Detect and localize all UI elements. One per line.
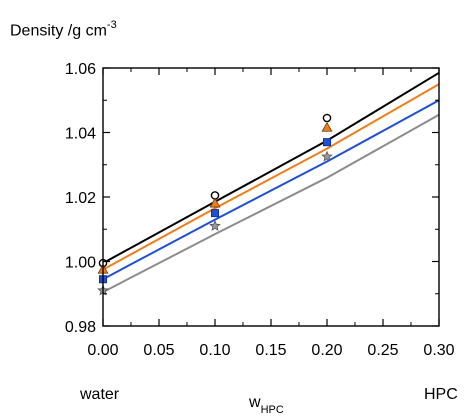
star-marker-2: [209, 219, 221, 231]
x-end-label-hpc: HPC: [424, 386, 458, 403]
plot-border: [102, 67, 440, 327]
y-axis-label-exponent: -3: [106, 19, 117, 31]
y-tick-label: 1.06: [65, 61, 96, 78]
square-marker-2: [210, 209, 219, 218]
series-lines: [102, 71, 440, 293]
series-line-3: [102, 99, 440, 281]
y-tick-label: 1.02: [65, 190, 96, 207]
circle-marker-3: [322, 113, 332, 123]
series-line-2: [102, 83, 440, 271]
x-tick-label: 0.15: [255, 342, 286, 359]
series-markers: [97, 113, 333, 296]
star-marker-3: [321, 150, 333, 162]
series-line-4: [102, 113, 440, 293]
y-tick-label: 1.04: [65, 126, 96, 143]
square-marker-3: [322, 138, 331, 147]
axis-ticks: [102, 67, 440, 327]
plot-frame: [102, 67, 440, 327]
triangle-marker-2: [209, 197, 221, 208]
y-tick-label: 1.00: [65, 255, 96, 272]
x-tick-label: 0.00: [87, 342, 118, 359]
x-tick-label: 0.05: [143, 342, 174, 359]
triangle-marker-3: [321, 121, 333, 132]
x-tick-label: 0.30: [423, 342, 454, 359]
x-tick-label: 0.25: [367, 342, 398, 359]
x-axis-label: wHPC: [249, 394, 284, 416]
x-axis-label-subscript: HPC: [260, 404, 284, 416]
axis-tick-labels: 0.00 0.05 0.10 0.15 0.20 0.25 0.30 0.98 1.00 1.02…: [65, 61, 455, 359]
x-end-label-water: water: [80, 386, 120, 403]
x-tick-label: 0.10: [199, 342, 230, 359]
y-tick-label: 0.98: [65, 319, 96, 336]
series-line-1: [102, 71, 440, 264]
x-tick-label: 0.20: [311, 342, 342, 359]
y-axis-label: Density /g cm-3: [10, 19, 117, 40]
